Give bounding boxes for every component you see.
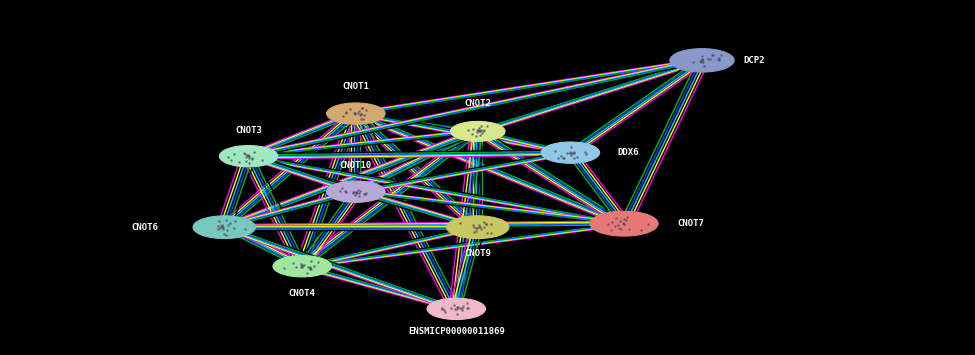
Text: CNOT1: CNOT1 [342, 82, 370, 91]
Text: ENSMICP00000011869: ENSMICP00000011869 [408, 327, 505, 335]
Text: CNOT7: CNOT7 [678, 219, 705, 228]
Text: CNOT9: CNOT9 [464, 248, 491, 257]
Circle shape [670, 49, 734, 72]
Text: DCP2: DCP2 [743, 56, 764, 65]
Circle shape [541, 142, 600, 163]
Text: CNOT6: CNOT6 [131, 223, 158, 232]
Circle shape [327, 103, 385, 124]
Circle shape [327, 181, 385, 202]
Circle shape [447, 216, 509, 239]
Text: CNOT3: CNOT3 [235, 126, 262, 135]
Text: CNOT2: CNOT2 [464, 99, 491, 108]
Circle shape [219, 146, 278, 167]
Circle shape [193, 216, 255, 239]
Text: DDX6: DDX6 [617, 148, 639, 157]
Circle shape [273, 256, 332, 277]
Text: CNOT10: CNOT10 [339, 162, 372, 170]
Circle shape [427, 298, 486, 320]
Text: CNOT4: CNOT4 [289, 289, 316, 298]
Circle shape [590, 211, 658, 236]
Circle shape [450, 121, 505, 141]
